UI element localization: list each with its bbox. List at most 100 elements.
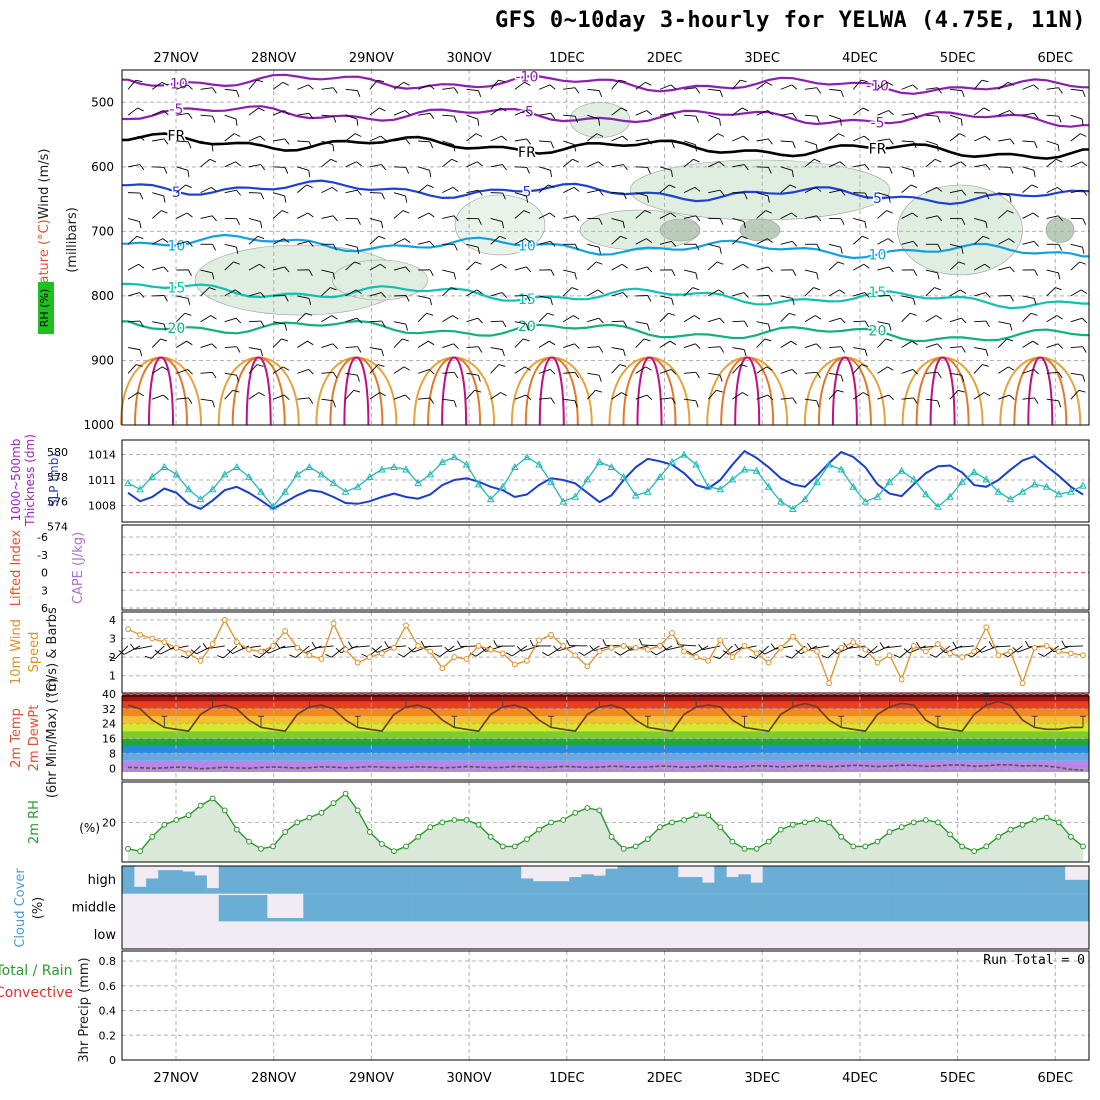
barb-flag <box>427 184 434 189</box>
time-label-bottom: 4DEC <box>842 1071 878 1086</box>
barb-flag <box>357 346 362 353</box>
wind-barb-upper <box>949 372 965 382</box>
wind-barb-upper <box>176 84 193 90</box>
wind-barb-upper <box>853 192 869 200</box>
barb-flag <box>429 141 434 149</box>
barb-flag <box>1081 161 1088 167</box>
barb-staff <box>152 266 164 271</box>
wind-barb-upper <box>369 347 384 357</box>
barb-staff <box>756 81 767 90</box>
wind-speed-marker <box>814 648 820 655</box>
barb-flag <box>501 221 505 229</box>
rh-marker <box>765 838 772 845</box>
barb-staff <box>224 317 237 323</box>
wind-barb-upper <box>901 295 916 306</box>
cloud-bar <box>545 881 558 894</box>
isotherm-label: -5 <box>169 102 183 118</box>
barb-staff <box>562 315 574 323</box>
barb-flag <box>768 295 773 302</box>
barb-flag <box>500 392 507 397</box>
barb-flag <box>638 638 643 646</box>
wind-tick-label: 4 <box>109 614 116 627</box>
wind-barb-upper <box>659 369 677 375</box>
barb-staff <box>297 295 310 299</box>
barb-flag <box>840 189 846 196</box>
wind-barb-upper <box>369 292 387 298</box>
barb-staff <box>756 110 768 116</box>
barb-flag <box>357 90 361 98</box>
barb-flag <box>212 116 216 123</box>
cloud-bar <box>315 893 328 922</box>
barb-flag <box>912 298 916 306</box>
cloud-bar <box>810 893 824 922</box>
wind-barb-upper <box>635 366 652 374</box>
barb-flag <box>187 397 193 404</box>
barb-staff <box>877 394 889 400</box>
cloud-bar <box>279 918 292 922</box>
wind-barb-upper <box>321 371 338 379</box>
barb-flag <box>646 266 653 273</box>
isotherm-label: 10 <box>167 238 185 254</box>
thickness-marker <box>498 482 507 490</box>
wind-speed-marker <box>149 635 156 642</box>
wind-barb-upper <box>756 295 773 302</box>
wind-speed-marker <box>294 644 301 651</box>
barb-flag <box>235 119 238 126</box>
wind-barb-upper <box>828 133 845 142</box>
barb-flag <box>670 84 677 90</box>
barb-staff <box>127 392 139 400</box>
isotherm-label: -5 <box>520 105 534 121</box>
barb-flag <box>332 87 338 94</box>
barb-flag <box>1057 343 1064 349</box>
slp-tick-label: 1008 <box>88 500 116 513</box>
barb-staff <box>732 218 745 222</box>
barb-flag <box>1009 266 1015 273</box>
barb-staff <box>702 645 721 651</box>
barb-staff <box>176 397 189 400</box>
wind-speed-marker <box>850 639 857 646</box>
rh-area <box>128 793 1083 862</box>
barb-staff <box>804 287 814 297</box>
barb-flag <box>283 238 290 243</box>
barb-staff <box>176 84 188 90</box>
barb-staff <box>442 315 453 323</box>
barb-staff <box>635 394 648 400</box>
wind-barb-upper <box>974 292 991 298</box>
barb-staff <box>1070 189 1083 194</box>
wind-speed-marker <box>596 648 603 655</box>
thickness-marker <box>607 462 616 471</box>
barb-flag <box>770 643 776 650</box>
barb-flag <box>695 87 701 94</box>
barb-flag <box>792 113 797 120</box>
thickness-marker <box>897 466 906 474</box>
barb-staff <box>877 192 890 197</box>
wind-barb-upper <box>466 372 481 382</box>
wind-barb-upper <box>901 269 918 277</box>
barb-flag <box>749 655 756 659</box>
wind-barb-upper <box>490 107 507 116</box>
barb-staff <box>780 397 793 400</box>
wind-barb-upper <box>587 88 603 98</box>
wind-barb-upper <box>418 397 435 404</box>
rh-marker <box>391 848 397 855</box>
barb-flag <box>566 639 570 646</box>
wind-barb-upper <box>973 263 991 271</box>
wind-barb-upper <box>538 84 556 90</box>
rh-marker <box>898 824 905 831</box>
rh-marker <box>777 826 784 833</box>
cloud-bar <box>363 893 377 922</box>
barb-flag <box>1009 110 1015 116</box>
barb-flag <box>284 138 290 145</box>
barb-flag <box>284 323 288 331</box>
wind-barb-upper <box>611 107 628 116</box>
barb-staff <box>460 645 479 647</box>
barb-flag <box>282 81 289 86</box>
thickness-marker <box>764 482 773 490</box>
barb-staff <box>224 88 237 92</box>
wind-barb-upper <box>925 158 942 168</box>
wind-barb-upper <box>804 243 821 251</box>
barb-flag <box>744 320 749 328</box>
barb-flag <box>1008 238 1015 243</box>
barb-staff <box>1070 161 1082 168</box>
barb-staff <box>756 394 769 400</box>
